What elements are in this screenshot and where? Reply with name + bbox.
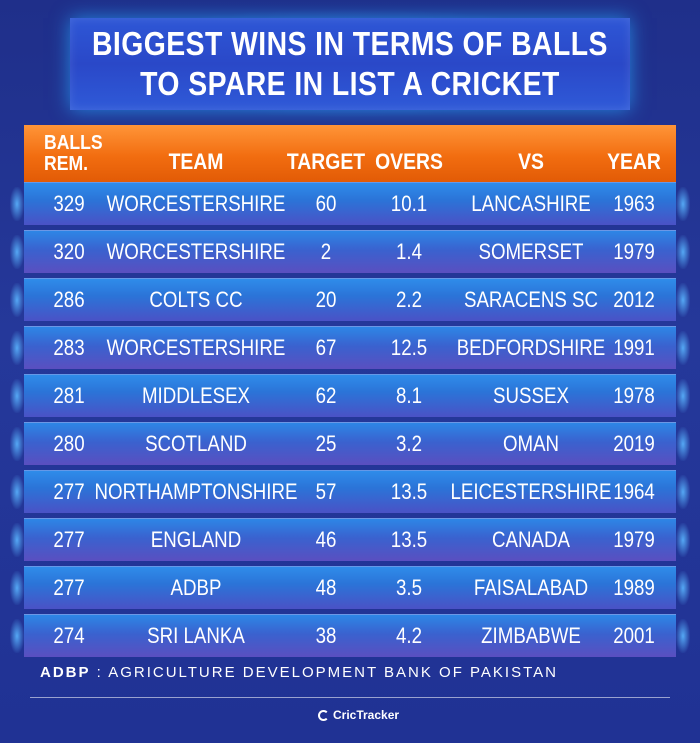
cell-vs: BEDFORDSHIRE xyxy=(456,335,606,360)
cell-vs: FAISALABAD xyxy=(473,575,589,600)
table-row: 281 MIDDLESEX 62 8.1 SUSSEX 1978 xyxy=(10,374,690,417)
cell-overs: 2.2 xyxy=(395,287,423,312)
header-year: YEAR xyxy=(607,149,661,174)
cell-vs: SOMERSET xyxy=(478,239,584,264)
cell-vs: OMAN xyxy=(502,431,560,456)
cell-balls-remaining: 280 xyxy=(53,431,85,456)
cell-year: 1979 xyxy=(613,239,655,264)
cell-team: ENGLAND xyxy=(150,527,242,552)
cell-overs: 8.1 xyxy=(395,383,423,408)
header-balls-remaining: BALLS REM. xyxy=(44,125,106,182)
table-row: 283 WORCESTERSHIRE 67 12.5 BEDFORDSHIRE 1991 xyxy=(10,326,690,369)
cell-team: SCOTLAND xyxy=(145,431,247,456)
table-header: BALLS REM. TEAM TARGET OVERS VS YEAR xyxy=(24,125,676,182)
cell-year: 2012 xyxy=(613,287,655,312)
cell-team: COLTS CC xyxy=(149,287,243,312)
crictracker-logo: CricTracker xyxy=(318,708,399,722)
header-balls-line1: BALLS xyxy=(44,132,103,154)
table-row: 320 WORCESTERSHIRE 2 1.4 SOMERSET 1979 xyxy=(10,230,690,273)
cell-vs: SARACENS SC xyxy=(463,287,599,312)
cell-year: 1991 xyxy=(613,335,655,360)
footnote-abbr: ADBP xyxy=(40,664,91,681)
table-row: 277 ADBP 48 3.5 FAISALABAD 1989 xyxy=(10,566,690,609)
cell-target: 46 xyxy=(315,527,337,552)
title-line-2: TO SPARE IN LIST A CRICKET xyxy=(140,65,560,102)
cell-year: 2001 xyxy=(613,623,655,648)
cell-year: 2019 xyxy=(613,431,655,456)
cell-balls-remaining: 277 xyxy=(53,575,85,600)
cell-team: NORTHAMPTONSHIRE xyxy=(94,479,298,504)
cell-team: WORCESTERSHIRE xyxy=(106,191,286,216)
title-line-1: BIGGEST WINS IN TERMS OF BALLS xyxy=(92,25,608,62)
footnote: ADBP : AGRICULTURE DEVELOPMENT BANK OF P… xyxy=(40,664,558,681)
cell-target: 57 xyxy=(315,479,337,504)
cell-overs: 4.2 xyxy=(395,623,423,648)
cell-team: WORCESTERSHIRE xyxy=(106,335,286,360)
cell-target: 60 xyxy=(315,191,337,216)
cell-balls-remaining: 320 xyxy=(53,239,85,264)
table-row: 329 WORCESTERSHIRE 60 10.1 LANCASHIRE 1963 xyxy=(10,182,690,225)
cell-overs: 3.5 xyxy=(395,575,423,600)
header-team: TEAM xyxy=(168,149,224,174)
table-row: 277 NORTHAMPTONSHIRE 57 13.5 LEICESTERSHIRE 1… xyxy=(10,470,690,513)
cell-balls-remaining: 281 xyxy=(53,383,85,408)
cell-vs: LANCASHIRE xyxy=(471,191,591,216)
cell-overs: 13.5 xyxy=(390,527,428,552)
table-row: 286 COLTS CC 20 2.2 SARACENS SC 2012 xyxy=(10,278,690,321)
cell-target: 62 xyxy=(315,383,337,408)
cell-vs: SUSSEX xyxy=(493,383,569,408)
cell-year: 1989 xyxy=(613,575,655,600)
cell-balls-remaining: 274 xyxy=(53,623,85,648)
header-balls-line2: REM. xyxy=(44,153,88,175)
cell-overs: 1.4 xyxy=(395,239,423,264)
cell-vs: ZIMBABWE xyxy=(481,623,581,648)
logo-text: CricTracker xyxy=(333,708,400,722)
footer-divider xyxy=(30,697,670,698)
cell-target: 67 xyxy=(315,335,337,360)
header-target: TARGET xyxy=(286,149,366,174)
crictracker-logo-icon xyxy=(318,709,329,721)
cell-year: 1963 xyxy=(613,191,655,216)
cell-target: 2 xyxy=(320,239,332,264)
cell-balls-remaining: 277 xyxy=(53,479,85,504)
cell-target: 38 xyxy=(315,623,337,648)
cell-target: 20 xyxy=(315,287,337,312)
footnote-text: : AGRICULTURE DEVELOPMENT BANK OF PAKIST… xyxy=(90,664,558,681)
cell-overs: 13.5 xyxy=(390,479,428,504)
cell-balls-remaining: 283 xyxy=(53,335,85,360)
cell-target: 25 xyxy=(315,431,337,456)
table-row: 280 SCOTLAND 25 3.2 OMAN 2019 xyxy=(10,422,690,465)
cell-year: 1979 xyxy=(613,527,655,552)
cell-team: ADBP xyxy=(170,575,222,600)
cell-target: 48 xyxy=(315,575,337,600)
cell-balls-remaining: 329 xyxy=(53,191,85,216)
cell-overs: 10.1 xyxy=(390,191,428,216)
title-box: BIGGEST WINS IN TERMS OF BALLS TO SPARE … xyxy=(70,18,630,110)
header-overs: OVERS xyxy=(375,149,443,174)
cell-overs: 12.5 xyxy=(390,335,428,360)
cell-year: 1978 xyxy=(613,383,655,408)
cell-team: WORCESTERSHIRE xyxy=(106,239,286,264)
table-body: 329 WORCESTERSHIRE 60 10.1 LANCASHIRE 1963 320… xyxy=(10,182,690,662)
cell-overs: 3.2 xyxy=(395,431,423,456)
cell-team: MIDDLESEX xyxy=(141,383,251,408)
cell-year: 1964 xyxy=(613,479,655,504)
header-vs: VS xyxy=(518,149,544,174)
cell-vs: CANADA xyxy=(492,527,570,552)
table-row: 274 SRI LANKA 38 4.2 ZIMBABWE 2001 xyxy=(10,614,690,657)
table-row: 277 ENGLAND 46 13.5 CANADA 1979 xyxy=(10,518,690,561)
cell-team: SRI LANKA xyxy=(147,623,245,648)
cell-vs: LEICESTERSHIRE xyxy=(450,479,612,504)
cell-balls-remaining: 277 xyxy=(53,527,85,552)
cell-balls-remaining: 286 xyxy=(53,287,85,312)
